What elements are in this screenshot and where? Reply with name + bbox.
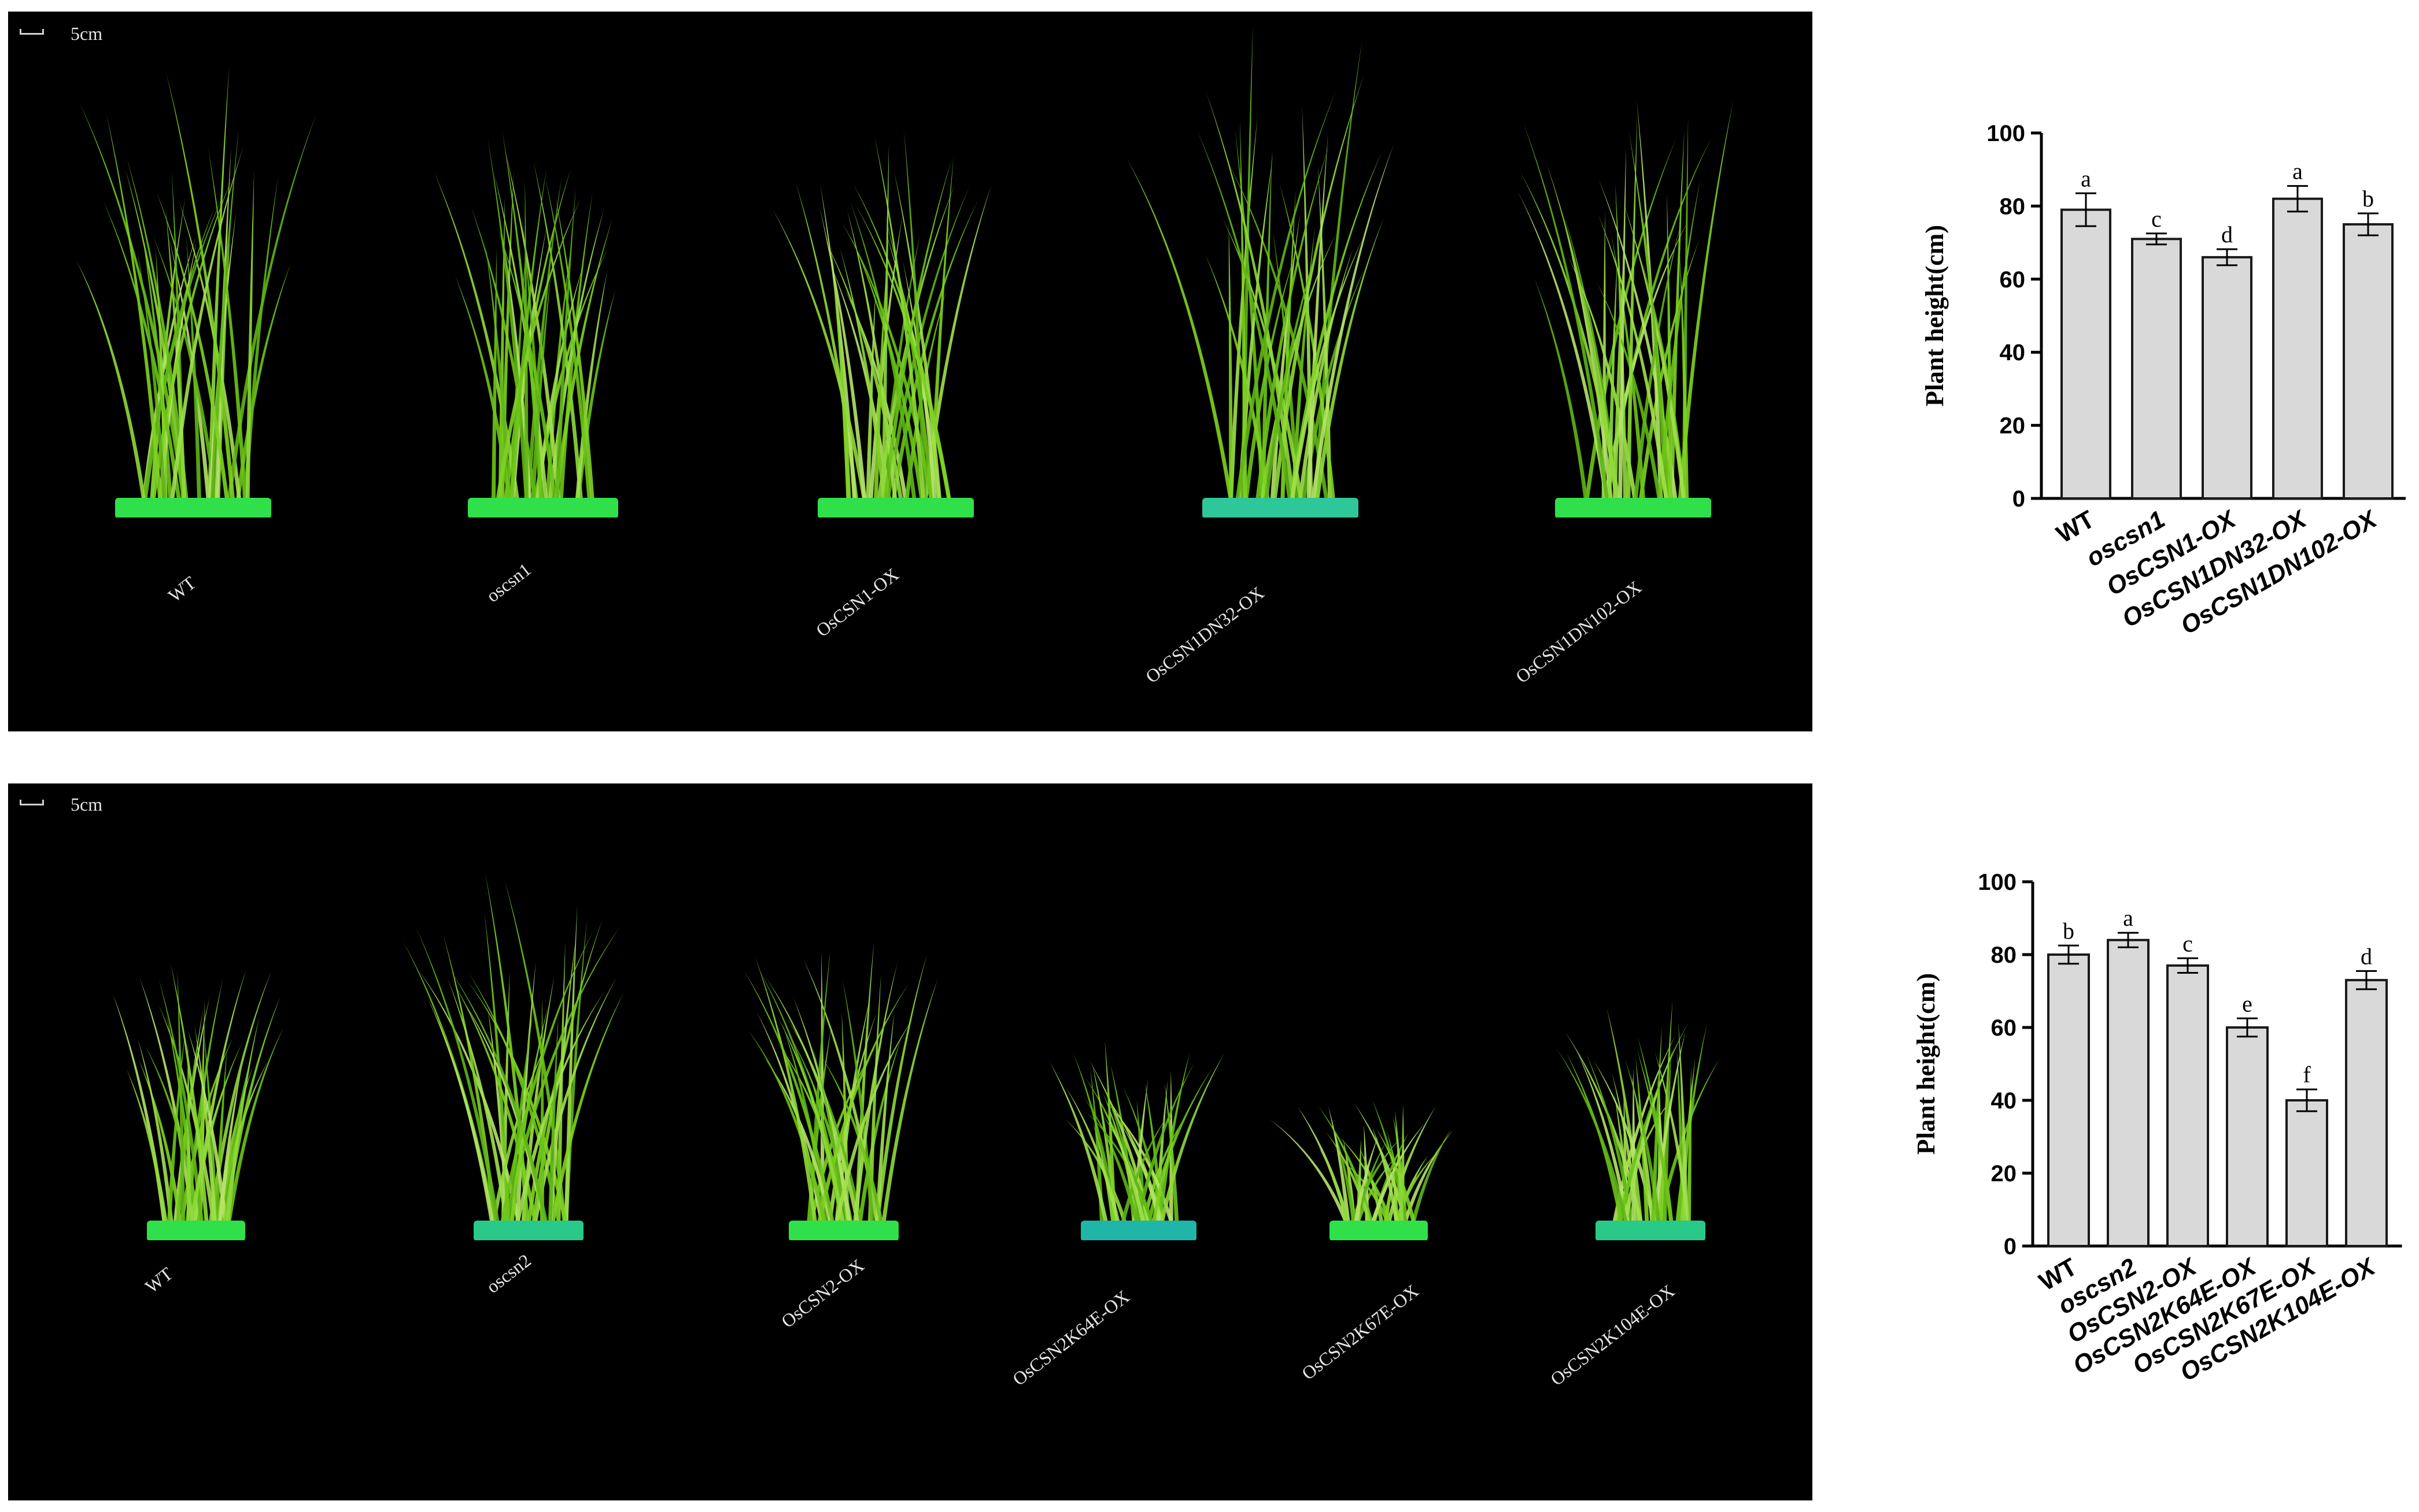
genotype-label: WT (141, 1263, 177, 1297)
significance-letter: b (2362, 186, 2374, 212)
bar (2345, 979, 2388, 1247)
scale-bar (20, 800, 44, 805)
chart-svg: Plant height(cm)020406080100bWTaoscsn2cO… (1912, 870, 2402, 1387)
bar (2131, 238, 2182, 500)
bar (2226, 1026, 2269, 1247)
genotype-label: OsCSN1DN32-OX (1142, 582, 1268, 687)
pot (1329, 1221, 1428, 1240)
significance-letter: c (2151, 206, 2162, 232)
genotype-label: OsCSN2K104E-OX (1546, 1280, 1679, 1390)
pot (115, 498, 271, 517)
bar (2047, 953, 2090, 1247)
genotype-label: WT (164, 572, 200, 607)
significance-letter: c (2182, 930, 2193, 956)
significance-letter: e (2242, 990, 2252, 1016)
rice-plant (434, 131, 618, 517)
pot (789, 1221, 899, 1240)
pot (1596, 1221, 1705, 1240)
significance-letter: b (2063, 918, 2074, 944)
y-tick-label: 0 (2012, 486, 2025, 512)
rice-plant (112, 963, 284, 1240)
genotype-label: oscsn2 (482, 1249, 535, 1297)
rice-plant (1126, 24, 1394, 517)
genotype-label: OsCSN1-OX (812, 563, 903, 641)
y-axis-title: Plant height(cm) (1912, 973, 1940, 1155)
y-tick-label: 0 (2004, 1234, 2017, 1259)
bar (2343, 223, 2394, 500)
plant-height-chart-bottom: Plant height(cm) 0 20 40 60 80 100 b WT a oscsn2 c O… (1897, 853, 2417, 1506)
pot (474, 1221, 583, 1240)
rice-plant (1517, 100, 1734, 517)
y-tick-label: 80 (2000, 194, 2026, 219)
plant-photo-panel-bottom: 5cm WT oscsn2 OsCSN2-OX OsCSN2K64E-OX OsCSN2… (8, 783, 1812, 1500)
rice-plant (773, 130, 992, 517)
y-axis-title: Plant height(cm) (1921, 225, 1949, 406)
bar (2060, 208, 2111, 500)
pot (1202, 498, 1358, 517)
scale-label: 5cm (71, 794, 103, 815)
genotype-label: OsCSN2-OX (777, 1254, 868, 1332)
y-tick-label: 20 (1991, 1161, 2017, 1186)
significance-letter: d (2361, 943, 2372, 969)
y-tick-label: 60 (2000, 267, 2026, 293)
rice-plant (1049, 1040, 1225, 1240)
rice-plant (403, 873, 625, 1240)
significance-letter: d (2221, 221, 2233, 247)
y-tick-label: 40 (2000, 340, 2026, 365)
significance-letter: f (2303, 1062, 2311, 1088)
pot (818, 498, 974, 517)
significance-letter: a (2123, 905, 2133, 931)
rice-plant (1557, 1000, 1720, 1240)
plant-height-chart-top: Plant height(cm) 0 20 40 60 80 100 a WT c oscsn1 d O… (1885, 110, 2409, 757)
bar (2107, 938, 2150, 1248)
pot (1081, 1221, 1196, 1240)
pot (468, 498, 618, 517)
plant-photo-panel-top: 5cm WT oscsn1 OsCSN1-OX OsCSN1DN32-OX OsCSN1… (8, 12, 1812, 731)
genotype-label: OsCSN1DN102-OX (1512, 576, 1645, 687)
pot (1555, 498, 1711, 517)
significance-letter: a (2081, 165, 2091, 191)
bar (2285, 1099, 2328, 1247)
scale-bar (20, 29, 44, 35)
y-tick-label: 40 (1991, 1088, 2017, 1114)
pot (147, 1221, 245, 1240)
genotype-label: oscsn1 (482, 559, 535, 607)
bar (2166, 964, 2209, 1247)
significance-letter: a (2292, 158, 2303, 184)
y-tick-label: 20 (2000, 413, 2026, 439)
genotype-label: OsCSN2K64E-OX (1009, 1285, 1133, 1390)
y-tick-label: 100 (1986, 121, 2025, 146)
scale-label: 5cm (71, 23, 103, 44)
y-tick-label: 80 (1991, 942, 2017, 968)
rice-plant (1269, 1100, 1453, 1240)
bar (2272, 197, 2323, 500)
y-tick-label: 60 (1991, 1015, 2017, 1041)
bar (2202, 256, 2252, 500)
rice-plant (743, 941, 939, 1240)
y-tick-label: 100 (1978, 870, 2017, 895)
genotype-label: OsCSN2K67E-OX (1298, 1280, 1423, 1384)
rice-plant (76, 66, 316, 517)
chart-svg: Plant height(cm)020406080100aWTcoscsn1dO… (1921, 121, 2409, 640)
